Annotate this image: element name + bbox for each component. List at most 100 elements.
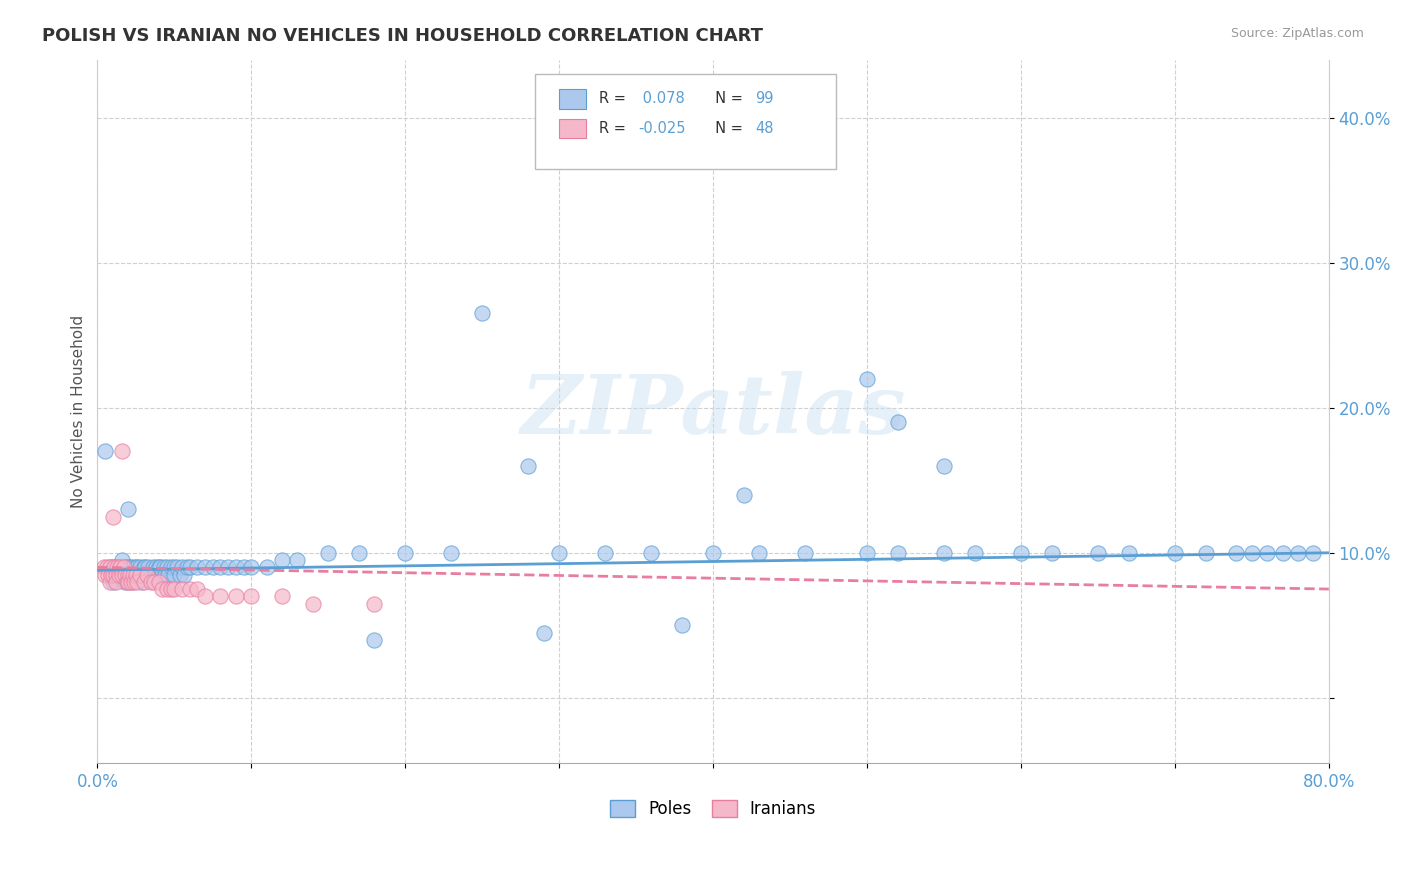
Point <box>150 567 173 582</box>
Point <box>163 582 186 596</box>
Point <box>117 567 139 582</box>
Point <box>121 560 143 574</box>
Point <box>114 567 136 582</box>
Point <box>887 546 910 560</box>
Point <box>104 560 127 574</box>
Point <box>125 567 148 582</box>
Point <box>125 560 148 574</box>
Point <box>101 574 124 589</box>
Point <box>145 560 167 574</box>
Point <box>94 567 117 582</box>
Point <box>135 567 157 582</box>
Point <box>316 546 339 560</box>
Point <box>101 509 124 524</box>
Point <box>111 553 134 567</box>
Text: 99: 99 <box>755 92 773 106</box>
Point <box>148 574 170 589</box>
Text: N =: N = <box>706 92 747 106</box>
Point <box>169 567 191 582</box>
Point <box>225 590 247 604</box>
Point <box>118 560 141 574</box>
Point <box>110 567 132 582</box>
Point <box>112 560 135 574</box>
Point <box>112 567 135 582</box>
Point <box>163 560 186 574</box>
Point <box>132 574 155 589</box>
Point <box>157 567 180 582</box>
Point <box>363 597 385 611</box>
Text: R =: R = <box>599 92 630 106</box>
Point <box>1164 546 1187 560</box>
Point <box>143 574 166 589</box>
Point <box>1010 546 1032 560</box>
Text: 0.078: 0.078 <box>638 92 685 106</box>
Text: 48: 48 <box>755 121 773 136</box>
Text: -0.025: -0.025 <box>638 121 686 136</box>
Point <box>1240 546 1263 560</box>
Point <box>150 582 173 596</box>
Point <box>166 560 188 574</box>
Point <box>121 567 143 582</box>
Point <box>1225 546 1247 560</box>
Point <box>176 560 198 574</box>
Point <box>394 546 416 560</box>
Point <box>101 560 124 574</box>
Point <box>160 582 183 596</box>
Point <box>160 560 183 574</box>
Point <box>96 560 118 574</box>
Point <box>98 560 121 574</box>
Text: POLISH VS IRANIAN NO VEHICLES IN HOUSEHOLD CORRELATION CHART: POLISH VS IRANIAN NO VEHICLES IN HOUSEHO… <box>42 27 763 45</box>
Point <box>120 567 142 582</box>
Point <box>302 597 325 611</box>
Point <box>105 560 128 574</box>
Point <box>1256 546 1278 560</box>
Text: R =: R = <box>599 121 630 136</box>
Point <box>148 560 170 574</box>
Point <box>149 560 172 574</box>
Point <box>932 458 955 473</box>
Legend: Poles, Iranians: Poles, Iranians <box>603 794 823 825</box>
Point <box>118 567 141 582</box>
Point <box>201 560 224 574</box>
Point <box>548 546 571 560</box>
Point <box>856 372 879 386</box>
Point <box>347 546 370 560</box>
Point <box>1040 546 1063 560</box>
FancyBboxPatch shape <box>534 74 837 169</box>
Point <box>111 567 134 582</box>
Point <box>129 567 152 582</box>
Point <box>142 560 165 574</box>
Point <box>186 582 208 596</box>
Point <box>363 632 385 647</box>
Point <box>114 560 136 574</box>
Point <box>125 567 148 582</box>
Point <box>117 574 139 589</box>
FancyBboxPatch shape <box>560 89 586 109</box>
Point <box>932 546 955 560</box>
Point <box>194 590 217 604</box>
Point <box>111 444 134 458</box>
Point <box>128 567 150 582</box>
Point <box>108 567 131 582</box>
Point <box>794 546 817 560</box>
Point <box>440 546 463 560</box>
Point <box>110 560 132 574</box>
Point <box>179 560 201 574</box>
Point <box>153 567 176 582</box>
Y-axis label: No Vehicles in Household: No Vehicles in Household <box>72 315 86 508</box>
Point <box>136 560 159 574</box>
Point <box>179 582 201 596</box>
Point <box>120 574 142 589</box>
Point <box>209 590 232 604</box>
Point <box>124 567 146 582</box>
Point <box>733 488 755 502</box>
Point <box>232 560 254 574</box>
Point <box>1118 546 1140 560</box>
Point <box>104 567 127 582</box>
Point <box>115 574 138 589</box>
Point <box>163 567 186 582</box>
Point <box>94 444 117 458</box>
Point <box>170 582 193 596</box>
Point <box>134 560 156 574</box>
Point <box>748 546 770 560</box>
